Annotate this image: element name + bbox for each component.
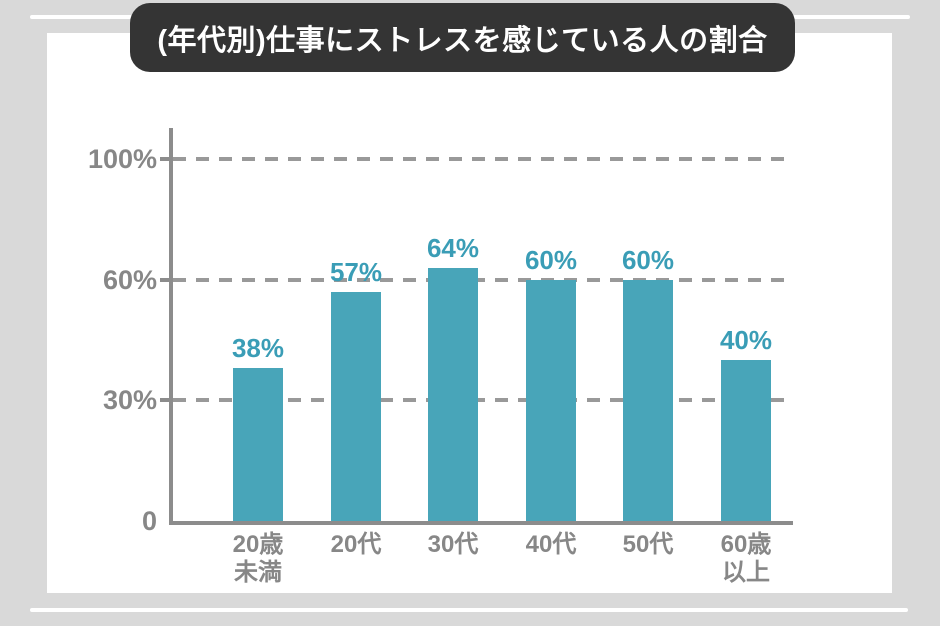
bar-20歳未満	[233, 368, 283, 521]
x-category-label: 30代	[427, 531, 479, 558]
gridline-100	[173, 157, 793, 161]
bar-value-label: 40%	[719, 325, 773, 355]
bar-value-label: 57%	[329, 257, 383, 287]
title-banner: (年代別)仕事にストレスを感じている人の割合	[130, 3, 795, 72]
y-tick-100	[160, 157, 169, 161]
x-category-label: 20歳 未満	[232, 531, 284, 586]
bar-value-label: 38%	[231, 333, 285, 363]
x-category-label: 50代	[622, 531, 674, 558]
decorative-line-bottom	[30, 608, 908, 612]
gridline-60	[173, 278, 793, 282]
x-category-label: 20代	[330, 531, 382, 558]
x-category-label: 60歳 以上	[720, 531, 772, 586]
y-tick-label-0: 0	[141, 506, 157, 536]
y-tick-label-30: 30%	[102, 385, 157, 415]
bar-value-label: 64%	[426, 233, 480, 263]
y-tick-label-100: 100%	[87, 144, 157, 174]
bar-20代	[331, 292, 381, 521]
chart-card: 0 30% 60% 100% 38% 20歳 未満 57% 20代 64% 30代 60% 40代 60…	[47, 33, 892, 593]
bar-value-label: 60%	[621, 245, 675, 275]
bar-40代	[526, 280, 576, 521]
bar-60歳以上	[721, 360, 771, 521]
bar-30代	[428, 268, 478, 521]
y-tick-60	[160, 278, 169, 282]
x-axis-line	[169, 521, 793, 525]
gridline-30	[173, 398, 793, 402]
y-tick-30	[160, 398, 169, 402]
page-title: (年代別)仕事にストレスを感じている人の割合	[157, 24, 768, 57]
y-tick-label-60: 60%	[102, 265, 157, 295]
y-axis-line	[169, 128, 173, 525]
x-category-label: 40代	[525, 531, 577, 558]
bar-value-label: 60%	[524, 245, 578, 275]
bar-chart: 0 30% 60% 100% 38% 20歳 未満 57% 20代 64% 30代 60% 40代 60…	[47, 33, 892, 593]
bar-50代	[623, 280, 673, 521]
